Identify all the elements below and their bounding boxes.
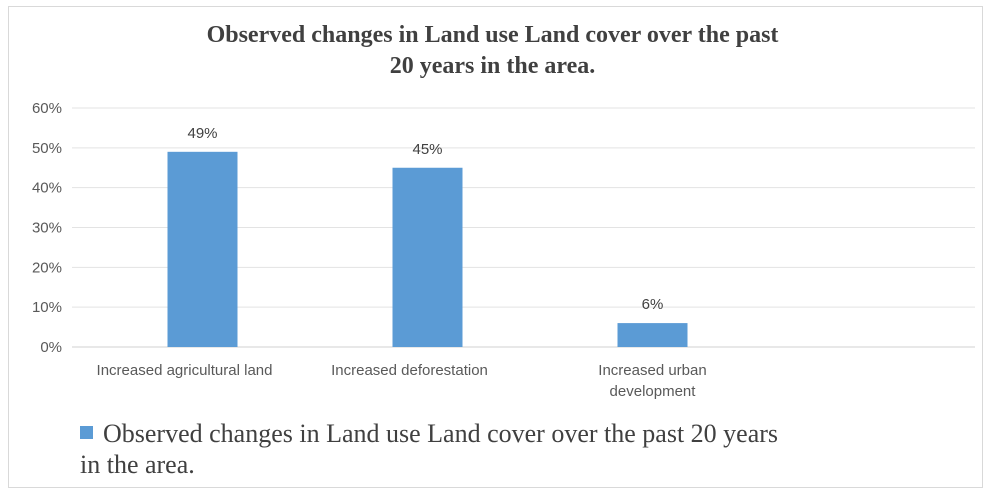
data-label: 45% (412, 141, 442, 158)
y-tick-label: 20% (32, 259, 62, 276)
bar (392, 167, 463, 347)
bar-chart: 0% 10% 20% 30% 40% 50% 60% 49% Increased agricul… (32, 100, 975, 400)
chart-title-line-2: 20 years in the area. (389, 53, 596, 79)
x-tick-label: Increased urban (598, 362, 706, 379)
y-tick-label: 60% (32, 100, 62, 117)
x-tick-label: Increased deforestation (331, 362, 488, 379)
bar (617, 323, 688, 347)
chart-title-line-1: Observed changes in Land use Land cover … (206, 22, 779, 48)
chart-title: Observed changes in Land use Land cover … (0, 20, 985, 82)
data-label: 49% (187, 125, 217, 142)
x-tick-label: development (610, 383, 697, 400)
y-tick-label: 50% (32, 140, 62, 157)
x-tick-label: Increased agricultural land (97, 362, 273, 379)
legend-swatch (80, 426, 93, 439)
y-tick-label: 10% (32, 299, 62, 316)
legend-label-line-2: in the area. (80, 450, 195, 479)
y-tick-label: 40% (32, 180, 62, 197)
legend-label-line-1: Observed changes in Land use Land cover … (103, 419, 779, 448)
data-label: 6% (642, 296, 664, 313)
bar (167, 151, 238, 347)
y-tick-label: 0% (40, 339, 62, 356)
legend: Observed changes in Land use Land cover … (80, 418, 960, 480)
y-tick-label: 30% (32, 220, 62, 237)
